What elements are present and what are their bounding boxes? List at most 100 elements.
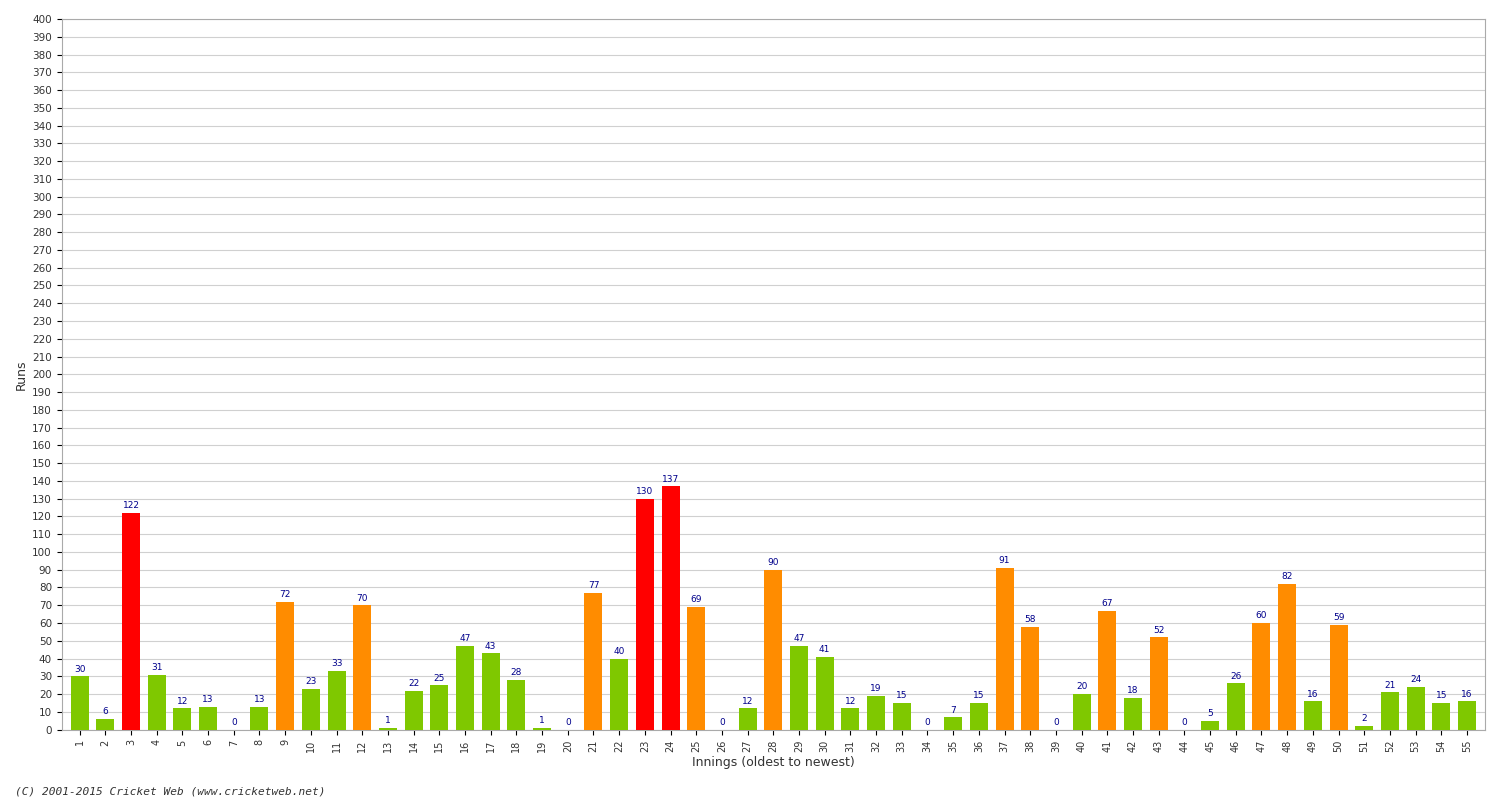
Bar bbox=[302, 689, 320, 730]
Text: 33: 33 bbox=[332, 659, 342, 668]
Bar bbox=[1329, 625, 1347, 730]
Text: 21: 21 bbox=[1384, 681, 1395, 690]
Bar bbox=[790, 646, 808, 730]
Text: 12: 12 bbox=[742, 697, 753, 706]
Text: 47: 47 bbox=[794, 634, 804, 643]
Text: 15: 15 bbox=[896, 691, 908, 700]
Text: 25: 25 bbox=[433, 674, 445, 682]
Bar bbox=[1458, 701, 1476, 730]
Bar bbox=[327, 671, 345, 730]
Bar bbox=[70, 676, 88, 730]
Text: 77: 77 bbox=[588, 581, 598, 590]
Bar bbox=[174, 708, 192, 730]
Bar bbox=[482, 654, 500, 730]
Bar bbox=[1382, 692, 1400, 730]
Bar bbox=[1202, 721, 1219, 730]
Bar bbox=[996, 568, 1014, 730]
Text: 16: 16 bbox=[1306, 690, 1318, 698]
Text: 122: 122 bbox=[123, 502, 140, 510]
Bar bbox=[1124, 698, 1142, 730]
Text: 58: 58 bbox=[1024, 615, 1036, 624]
Text: 28: 28 bbox=[510, 668, 522, 678]
Text: 31: 31 bbox=[152, 663, 162, 672]
Text: 16: 16 bbox=[1461, 690, 1473, 698]
Bar bbox=[610, 658, 628, 730]
Text: 13: 13 bbox=[202, 695, 214, 704]
Text: 15: 15 bbox=[1436, 691, 1448, 700]
Text: 72: 72 bbox=[279, 590, 291, 599]
Bar bbox=[842, 708, 860, 730]
Text: 0: 0 bbox=[1053, 718, 1059, 727]
Text: 67: 67 bbox=[1101, 599, 1113, 608]
X-axis label: Innings (oldest to newest): Innings (oldest to newest) bbox=[692, 756, 855, 769]
Text: 40: 40 bbox=[614, 647, 626, 656]
Text: 91: 91 bbox=[999, 556, 1011, 566]
Bar bbox=[1407, 687, 1425, 730]
Text: 15: 15 bbox=[974, 691, 984, 700]
Text: 12: 12 bbox=[177, 697, 188, 706]
Bar bbox=[96, 719, 114, 730]
Text: 18: 18 bbox=[1128, 686, 1138, 695]
Text: 0: 0 bbox=[566, 718, 570, 727]
Bar bbox=[532, 728, 550, 730]
Text: 0: 0 bbox=[718, 718, 724, 727]
Text: 2: 2 bbox=[1362, 714, 1366, 723]
Bar bbox=[147, 674, 165, 730]
Bar bbox=[892, 703, 910, 730]
Bar bbox=[970, 703, 988, 730]
Bar bbox=[1304, 701, 1322, 730]
Bar bbox=[430, 685, 448, 730]
Bar bbox=[276, 602, 294, 730]
Bar bbox=[1022, 626, 1040, 730]
Text: 26: 26 bbox=[1230, 672, 1242, 681]
Text: 0: 0 bbox=[1182, 718, 1188, 727]
Bar bbox=[765, 570, 783, 730]
Bar bbox=[662, 486, 680, 730]
Text: 70: 70 bbox=[357, 594, 368, 602]
Bar bbox=[380, 728, 398, 730]
Bar bbox=[1432, 703, 1450, 730]
Text: 41: 41 bbox=[819, 645, 831, 654]
Text: 0: 0 bbox=[231, 718, 237, 727]
Bar bbox=[867, 696, 885, 730]
Text: 90: 90 bbox=[768, 558, 778, 567]
Text: 69: 69 bbox=[690, 595, 702, 604]
Bar bbox=[944, 717, 962, 730]
Text: 13: 13 bbox=[254, 695, 266, 704]
Bar bbox=[507, 680, 525, 730]
Text: 47: 47 bbox=[459, 634, 471, 643]
Bar bbox=[1356, 726, 1372, 730]
Text: 30: 30 bbox=[74, 665, 86, 674]
Bar bbox=[1227, 683, 1245, 730]
Text: 12: 12 bbox=[844, 697, 856, 706]
Bar bbox=[251, 706, 268, 730]
Text: 1: 1 bbox=[538, 716, 544, 725]
Bar bbox=[738, 708, 756, 730]
Text: 0: 0 bbox=[924, 718, 930, 727]
Text: 43: 43 bbox=[484, 642, 496, 650]
Bar bbox=[585, 593, 603, 730]
Text: 52: 52 bbox=[1154, 626, 1164, 634]
Bar bbox=[200, 706, 217, 730]
Text: 7: 7 bbox=[951, 706, 956, 714]
Text: 1: 1 bbox=[386, 716, 392, 725]
Text: 23: 23 bbox=[304, 677, 316, 686]
Text: 137: 137 bbox=[662, 474, 680, 483]
Text: 130: 130 bbox=[636, 487, 654, 496]
Bar bbox=[816, 657, 834, 730]
Bar bbox=[1149, 638, 1167, 730]
Bar bbox=[1072, 694, 1090, 730]
Text: (C) 2001-2015 Cricket Web (www.cricketweb.net): (C) 2001-2015 Cricket Web (www.cricketwe… bbox=[15, 786, 326, 796]
Bar bbox=[1278, 584, 1296, 730]
Bar bbox=[122, 513, 140, 730]
Bar bbox=[687, 607, 705, 730]
Text: 6: 6 bbox=[102, 707, 108, 716]
Y-axis label: Runs: Runs bbox=[15, 359, 28, 390]
Text: 20: 20 bbox=[1076, 682, 1088, 691]
Text: 5: 5 bbox=[1208, 709, 1214, 718]
Text: 19: 19 bbox=[870, 684, 882, 693]
Bar bbox=[352, 606, 370, 730]
Bar bbox=[405, 690, 423, 730]
Bar bbox=[1098, 610, 1116, 730]
Text: 22: 22 bbox=[408, 679, 420, 688]
